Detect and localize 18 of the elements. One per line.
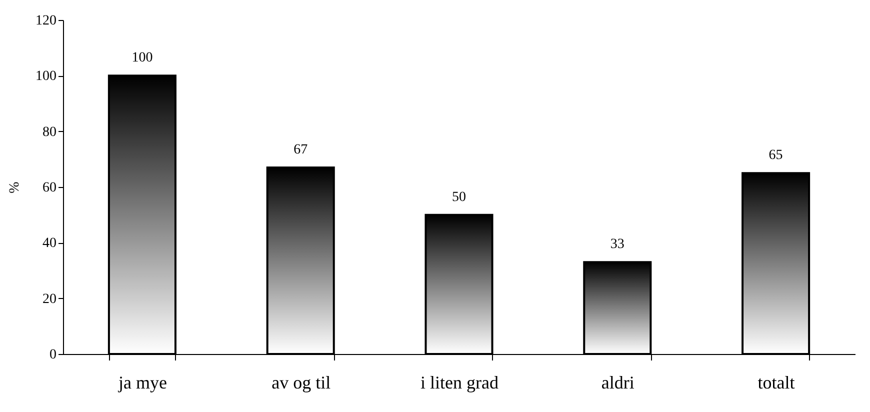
x-tick-label: aldri (601, 372, 634, 392)
y-tick-label: 120 (36, 14, 56, 28)
x-tick-label: av og til (272, 372, 331, 392)
y-tick-label: 40 (42, 236, 56, 252)
y-tick-label: 100 (36, 69, 56, 84)
data-label: 33 (610, 237, 624, 252)
y-tick-label: 80 (42, 124, 56, 140)
data-label: 67 (294, 142, 308, 158)
x-tick-label: i liten grad (420, 372, 498, 392)
data-label: 50 (452, 190, 466, 205)
y-tick-label: 20 (42, 292, 56, 307)
x-tick-label: totalt (758, 372, 795, 392)
y-tick-label: 60 (42, 180, 56, 196)
data-label: 100 (132, 50, 153, 66)
x-tick-label: ja mye (117, 372, 167, 392)
y-axis-title: % (8, 181, 22, 194)
data-label: 65 (768, 148, 783, 164)
y-tick-label: 0 (50, 348, 56, 362)
